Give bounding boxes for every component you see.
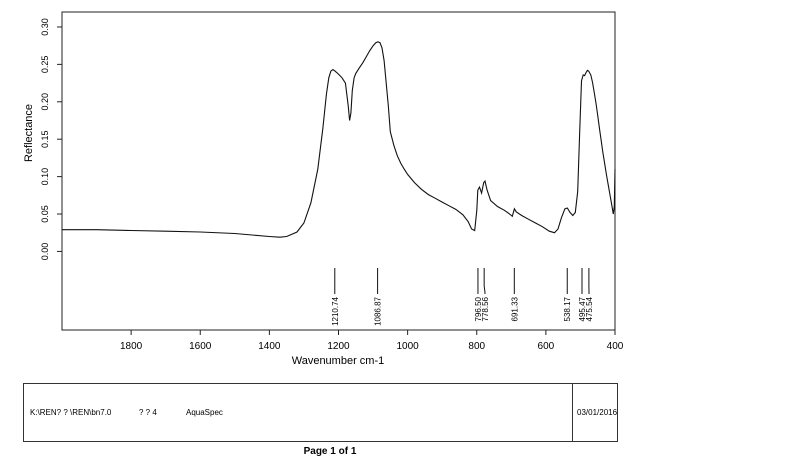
- plot-frame: [61, 11, 616, 331]
- x-axis: 1800 1600 1400 1200 1000 800 600 400: [120, 330, 624, 352]
- peak-label: 1210.74: [331, 296, 340, 325]
- y-tick-label: 0.25: [40, 56, 50, 74]
- y-tick-label: 0.20: [40, 93, 50, 111]
- peak-label: 475.54: [585, 296, 594, 321]
- x-tick-label: 1800: [120, 341, 143, 352]
- page-number: Page 1 of 1: [303, 446, 357, 457]
- app-name: AquaSpec: [186, 408, 223, 417]
- y-tick-label: 0.05: [40, 205, 50, 223]
- x-tick-label: 800: [468, 341, 485, 352]
- y-tick-label: 0.30: [40, 18, 50, 36]
- spectrum-chart: 0.00 0.05 0.10 0.15 0.20 0.25 0.30 1800 1600 140…: [23, 11, 624, 367]
- peak-label: 495.47: [578, 296, 587, 321]
- y-axis: 0.00 0.05 0.10 0.15 0.20 0.25 0.30: [40, 18, 62, 260]
- peak-label: 538.17: [563, 296, 572, 321]
- y-axis-title: Reflectance: [23, 104, 35, 162]
- x-tick-label: 400: [607, 341, 624, 352]
- y-tick-label: 0.15: [40, 130, 50, 148]
- x-tick-label: 1000: [397, 341, 420, 352]
- file-path: K:\REN? ? \REN\bn7.0: [30, 408, 112, 417]
- x-axis-title: Wavenumber cm-1: [292, 355, 385, 367]
- spectrum-line: [62, 41, 616, 238]
- file-number: ? ? 4: [139, 408, 157, 417]
- y-tick-label: 0.00: [40, 243, 50, 261]
- y-tick-label: 0.10: [40, 168, 50, 186]
- footer-info-box: K:\REN? ? \REN\bn7.0 ? ? 4 AquaSpec 03/0…: [23, 383, 618, 442]
- peak-label: 1086.87: [374, 296, 383, 325]
- x-tick-label: 1600: [189, 341, 212, 352]
- plot-area: [62, 41, 616, 238]
- footer-divider: [572, 384, 573, 441]
- peak-label: 691.33: [510, 296, 519, 321]
- x-tick-label: 1200: [327, 341, 350, 352]
- report-date: 03/01/2016: [577, 408, 618, 417]
- x-tick-label: 600: [538, 341, 555, 352]
- peak-label: 778.56: [481, 296, 490, 321]
- peak-label: 796.50: [474, 296, 483, 321]
- peak-marker: [483, 268, 486, 294]
- x-tick-label: 1400: [258, 341, 281, 352]
